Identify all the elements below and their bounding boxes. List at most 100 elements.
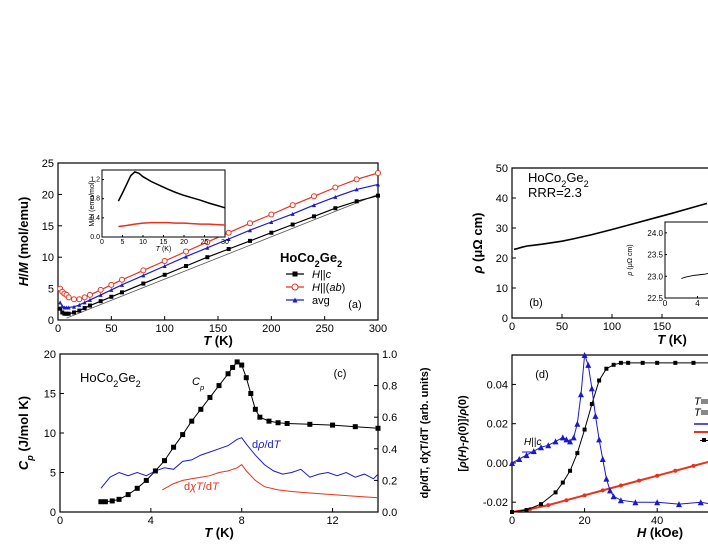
panel-d-red-line (511, 460, 708, 513)
panel-c-cp-line (100, 361, 379, 503)
panel-b-series-line (513, 202, 708, 251)
panel-a-x-tick-label: 250 (315, 323, 333, 335)
inset-a-xlabel: T (K) (156, 246, 172, 253)
panel-d-ylabel: [ρ(H)-ρ(0)]/ρ(0) (457, 395, 469, 472)
panel-a-series-marker (88, 303, 92, 308)
panel-d-blue-marker (607, 487, 613, 494)
panel-b-y-tick-label: 30 (496, 223, 508, 235)
panel-c-dchi-label: dχT/dT (184, 481, 220, 493)
panel-a-series-marker (82, 306, 87, 311)
legend-marker (292, 271, 298, 277)
panel-a-series-marker (82, 300, 87, 305)
legend-marker (291, 283, 299, 291)
panel-d-black-marker (510, 510, 514, 514)
panel-c-compound-label: HoCo2Ge2 (80, 370, 141, 389)
panel-c-cp-marker (216, 383, 222, 389)
panel-d-xlabel: H (kOe) (637, 525, 683, 540)
panel-a-series-marker (332, 184, 339, 191)
panel-d-hc-label: H||c (524, 437, 541, 448)
panel-c-cp-marker (234, 359, 240, 365)
panel-d-blue-marker (559, 434, 566, 441)
panel-a-fit-line (66, 194, 379, 319)
panel-a-series-marker (66, 305, 71, 310)
inset-a-x-tick-label: 20 (180, 239, 188, 246)
panel-c-cp-marker (284, 421, 290, 427)
panel-a-series-marker (289, 202, 296, 209)
panel-d-blue-marker (530, 448, 537, 455)
panel-c-yr-tick-label: 0.0 (382, 507, 397, 519)
panel-d-letter: (d) (535, 369, 548, 381)
panel-d-legend-t2: T (694, 407, 702, 419)
panel-a-series-marker (184, 263, 188, 268)
panel-a-x-tick-label: 300 (369, 323, 387, 335)
inset-a-y-tick-label: 0.4 (90, 215, 100, 222)
panel-d-blue-marker (675, 501, 682, 508)
panel-d-blue-line (511, 354, 708, 505)
panel-d-legend-line-black (700, 440, 708, 441)
panel-a-series-marker (311, 193, 317, 200)
inset-a-series-line (118, 221, 226, 228)
panel-d-blue-marker (574, 420, 581, 427)
panel-c-cp-marker (257, 414, 263, 420)
panel-d-black-marker (604, 366, 609, 371)
panel-d-blue-marker (599, 456, 606, 463)
panel-c-ylabel-right: dρ/dT, dχT/dT (arb. units) (419, 367, 431, 498)
panel-a-ylabel: H/M (mol/emu) (16, 197, 31, 287)
panel-d-red-marker (600, 488, 605, 493)
panel-a-series-marker (141, 281, 146, 286)
panel-a-series-marker (76, 296, 83, 303)
inset-a-y-tick-label: 1.2 (90, 177, 100, 184)
panel-a-letter: (a) (348, 299, 361, 311)
panel-c-cp-label: Cp (192, 376, 205, 392)
inset-b-y-tick-label: 23.5 (647, 251, 663, 260)
panel-c-yr-tick-label: 0.2 (382, 475, 397, 487)
panel-d-red-marker (618, 483, 623, 488)
panel-d-black-marker (673, 360, 678, 365)
panel-a-series-marker (140, 267, 147, 274)
panel-d-blue-marker (567, 438, 574, 445)
panel-a-series-marker (290, 211, 295, 216)
panel-a-series-marker (162, 272, 167, 277)
inset-b-y-tick-label: 23.0 (647, 272, 663, 281)
panel-a-series-marker (162, 263, 167, 268)
panel-a-series-marker (333, 194, 338, 199)
panel-c-cp-marker (352, 424, 358, 430)
panel-a-series-marker (58, 300, 63, 305)
inset-b-series-line (681, 272, 708, 279)
panel-c-cp-marker (171, 444, 177, 450)
panel-d-y-tick-label: 0.02 (487, 419, 508, 431)
inset-a-y-tick-label: 0.0 (90, 234, 100, 241)
panel-d-black-marker (553, 490, 558, 495)
panel-b-rrr-label: RRR=2.3 (528, 185, 582, 200)
panel-c-ylabel: Cp (J/mol K) (16, 396, 35, 470)
panel-a-series-marker (268, 211, 275, 218)
panel-a-x-tick-label: 0 (55, 323, 61, 335)
inset-a-x-tick-label: 30 (221, 239, 229, 246)
panel-c-y-tick-label: 20 (44, 349, 56, 361)
panel-a-series-marker (62, 311, 67, 316)
panel-c-cp-marker (375, 425, 381, 431)
panel-a-series-marker (77, 308, 82, 313)
panel-d-black-marker (618, 360, 623, 365)
panel-b-y-tick-label: 40 (496, 193, 508, 205)
panel-a-y-tick-label: 25 (42, 158, 54, 170)
panel-d-black-marker (582, 427, 587, 432)
panel-a-series-marker (120, 282, 124, 287)
panel-c-cp-marker (198, 406, 204, 412)
panel-a-y-tick-label: 20 (42, 189, 54, 201)
panel-c-cp-marker (143, 477, 149, 483)
panel-c-cp-marker (275, 420, 281, 426)
panel-a-series-marker (72, 304, 76, 309)
inset-a-series-line (117, 171, 226, 209)
panel-d-blue-marker (552, 438, 559, 445)
panel-d-black-marker (568, 468, 573, 473)
panel-d-black-marker (575, 451, 580, 456)
panel-a-series-marker (354, 199, 359, 204)
panel-a-series-marker (72, 310, 76, 315)
panel-d-black-marker (560, 480, 565, 485)
panel-a-series-marker (141, 273, 146, 278)
panel-d-x-tick-label: 0 (509, 515, 515, 527)
panel-a-series-marker (269, 220, 274, 225)
panel-c-cp-marker (125, 492, 131, 498)
panel-b-compound-label: HoCo2Ge2 (528, 170, 589, 189)
